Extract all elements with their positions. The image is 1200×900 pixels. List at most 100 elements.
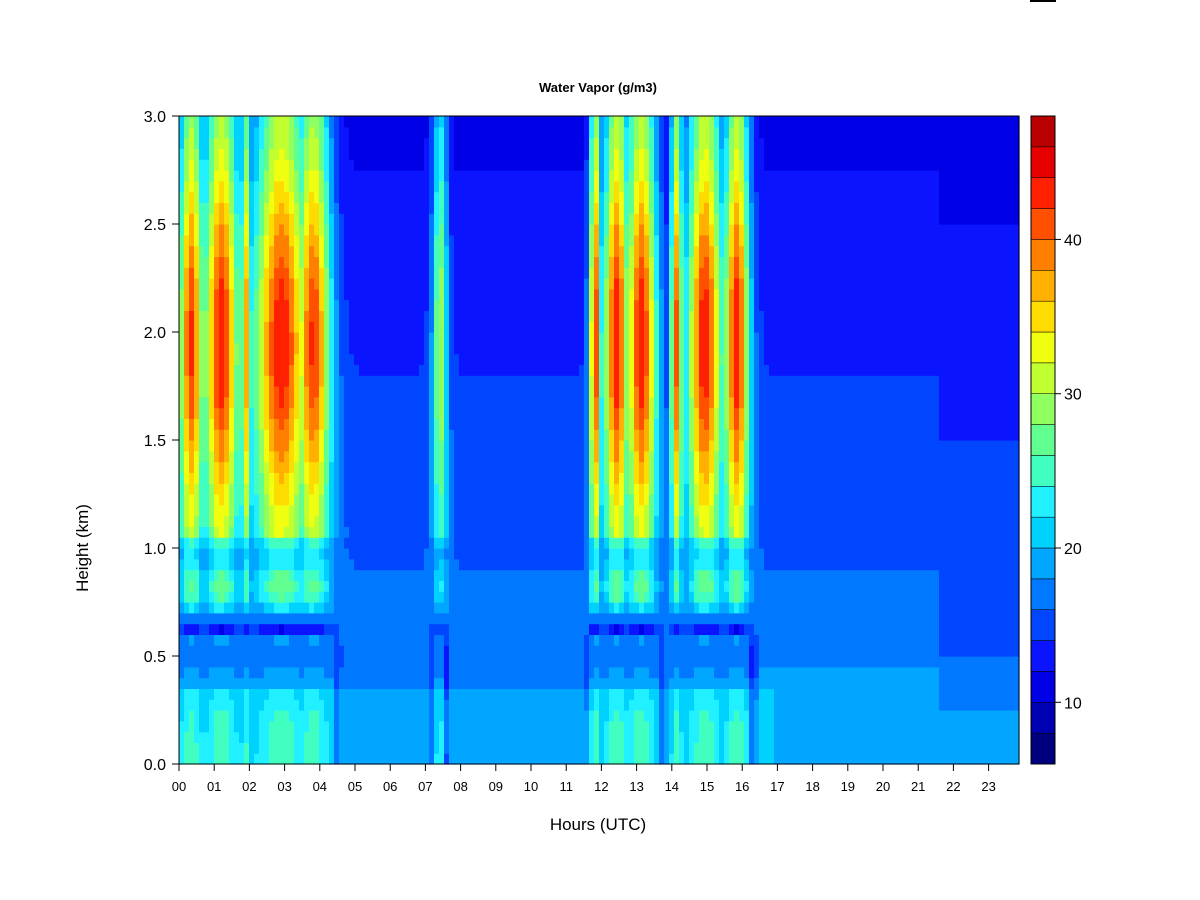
heatmap-cell — [359, 418, 365, 430]
heatmap-cell — [479, 645, 485, 657]
heatmap-cell — [224, 753, 230, 765]
heatmap-cell — [299, 450, 305, 463]
heatmap-cell — [499, 234, 505, 247]
heatmap-cell — [369, 494, 375, 506]
heatmap-cell — [584, 234, 590, 247]
heatmap-cell — [534, 310, 540, 322]
heatmap-cell — [424, 720, 430, 733]
heatmap-cell — [354, 321, 360, 333]
heatmap-cell — [259, 580, 265, 592]
heatmap-cell — [504, 288, 510, 301]
heatmap-cell — [434, 267, 440, 279]
heatmap-cell — [414, 677, 420, 689]
heatmap-cell — [339, 580, 345, 592]
heatmap-cell — [409, 396, 415, 409]
heatmap-cell — [469, 137, 475, 149]
heatmap-cell — [289, 321, 295, 333]
heatmap-cell — [224, 742, 230, 754]
heatmap-cell — [229, 623, 235, 635]
heatmap-cell — [514, 191, 520, 203]
heatmap-cell — [449, 375, 455, 387]
heatmap-cell — [429, 472, 435, 484]
heatmap-cell — [179, 386, 185, 398]
heatmap-cell — [464, 634, 470, 646]
heatmap-cell — [489, 159, 495, 171]
heatmap-cell — [469, 548, 475, 560]
heatmap-cell — [539, 537, 545, 549]
heatmap-cell — [529, 612, 535, 625]
heatmap-cell — [469, 288, 475, 301]
heatmap-cell — [299, 580, 305, 592]
heatmap-cell — [444, 602, 450, 614]
heatmap-cell — [329, 645, 335, 657]
heatmap-cell — [314, 148, 320, 160]
heatmap-cell — [224, 137, 230, 149]
heatmap-cell — [549, 580, 555, 592]
heatmap-cell — [359, 710, 365, 722]
heatmap-cell — [459, 483, 465, 495]
heatmap-cell — [354, 656, 360, 668]
heatmap-cell — [309, 202, 315, 214]
heatmap-cell — [314, 213, 320, 225]
heatmap-cell — [409, 137, 415, 149]
heatmap-cell — [319, 656, 325, 668]
heatmap-cell — [534, 256, 540, 268]
heatmap-cell — [379, 407, 385, 419]
heatmap-cell — [229, 537, 235, 549]
heatmap-cell — [554, 213, 560, 225]
heatmap-cell — [184, 602, 190, 614]
heatmap-cell — [449, 461, 455, 473]
heatmap-cell — [209, 299, 215, 311]
heatmap-cell — [529, 126, 535, 139]
heatmap-cell — [289, 418, 295, 430]
heatmap-cell — [299, 440, 305, 452]
heatmap-cell — [579, 332, 585, 344]
heatmap-cell — [329, 602, 335, 614]
heatmap-cell — [214, 483, 220, 495]
heatmap-cell — [399, 116, 405, 128]
heatmap-cell — [209, 580, 215, 592]
heatmap-cell — [359, 569, 365, 581]
heatmap-cell — [299, 342, 305, 355]
heatmap-cell — [534, 699, 540, 711]
heatmap-cell — [529, 753, 535, 765]
heatmap-cell — [544, 288, 550, 301]
heatmap-cell — [319, 623, 325, 635]
heatmap-cell — [269, 288, 275, 301]
heatmap-cell — [274, 418, 280, 430]
heatmap-cell — [589, 688, 595, 700]
heatmap-cell — [349, 645, 355, 657]
heatmap-cell — [249, 602, 255, 614]
heatmap-cell — [194, 688, 200, 700]
heatmap-cell — [549, 515, 555, 527]
heatmap-cell — [394, 429, 400, 441]
heatmap-cell — [574, 656, 580, 668]
heatmap-cell — [569, 569, 575, 581]
heatmap-cell — [454, 710, 460, 722]
heatmap-cell — [214, 602, 220, 614]
heatmap-cell — [204, 429, 210, 441]
heatmap-cell — [344, 537, 350, 549]
heatmap-cell — [514, 472, 520, 484]
heatmap-cell — [209, 321, 215, 333]
heatmap-cell — [549, 342, 555, 355]
heatmap-cell — [264, 569, 270, 581]
heatmap-cell — [354, 180, 360, 193]
heatmap-cell — [289, 245, 295, 257]
heatmap-cell — [419, 224, 425, 236]
heatmap-cell — [204, 126, 210, 139]
heatmap-cell — [409, 710, 415, 722]
heatmap-cell — [359, 278, 365, 290]
heatmap-cell — [479, 310, 485, 322]
heatmap-cell — [239, 494, 245, 506]
heatmap-cell — [594, 634, 600, 646]
heatmap-cell — [574, 364, 580, 376]
heatmap-cell — [394, 526, 400, 538]
heatmap-cell — [239, 602, 245, 614]
heatmap-cell — [509, 234, 515, 247]
heatmap-cell — [209, 278, 215, 290]
heatmap-cell — [374, 472, 380, 484]
heatmap-cell — [244, 386, 250, 398]
heatmap-cell — [419, 418, 425, 430]
heatmap-cell — [219, 515, 225, 527]
